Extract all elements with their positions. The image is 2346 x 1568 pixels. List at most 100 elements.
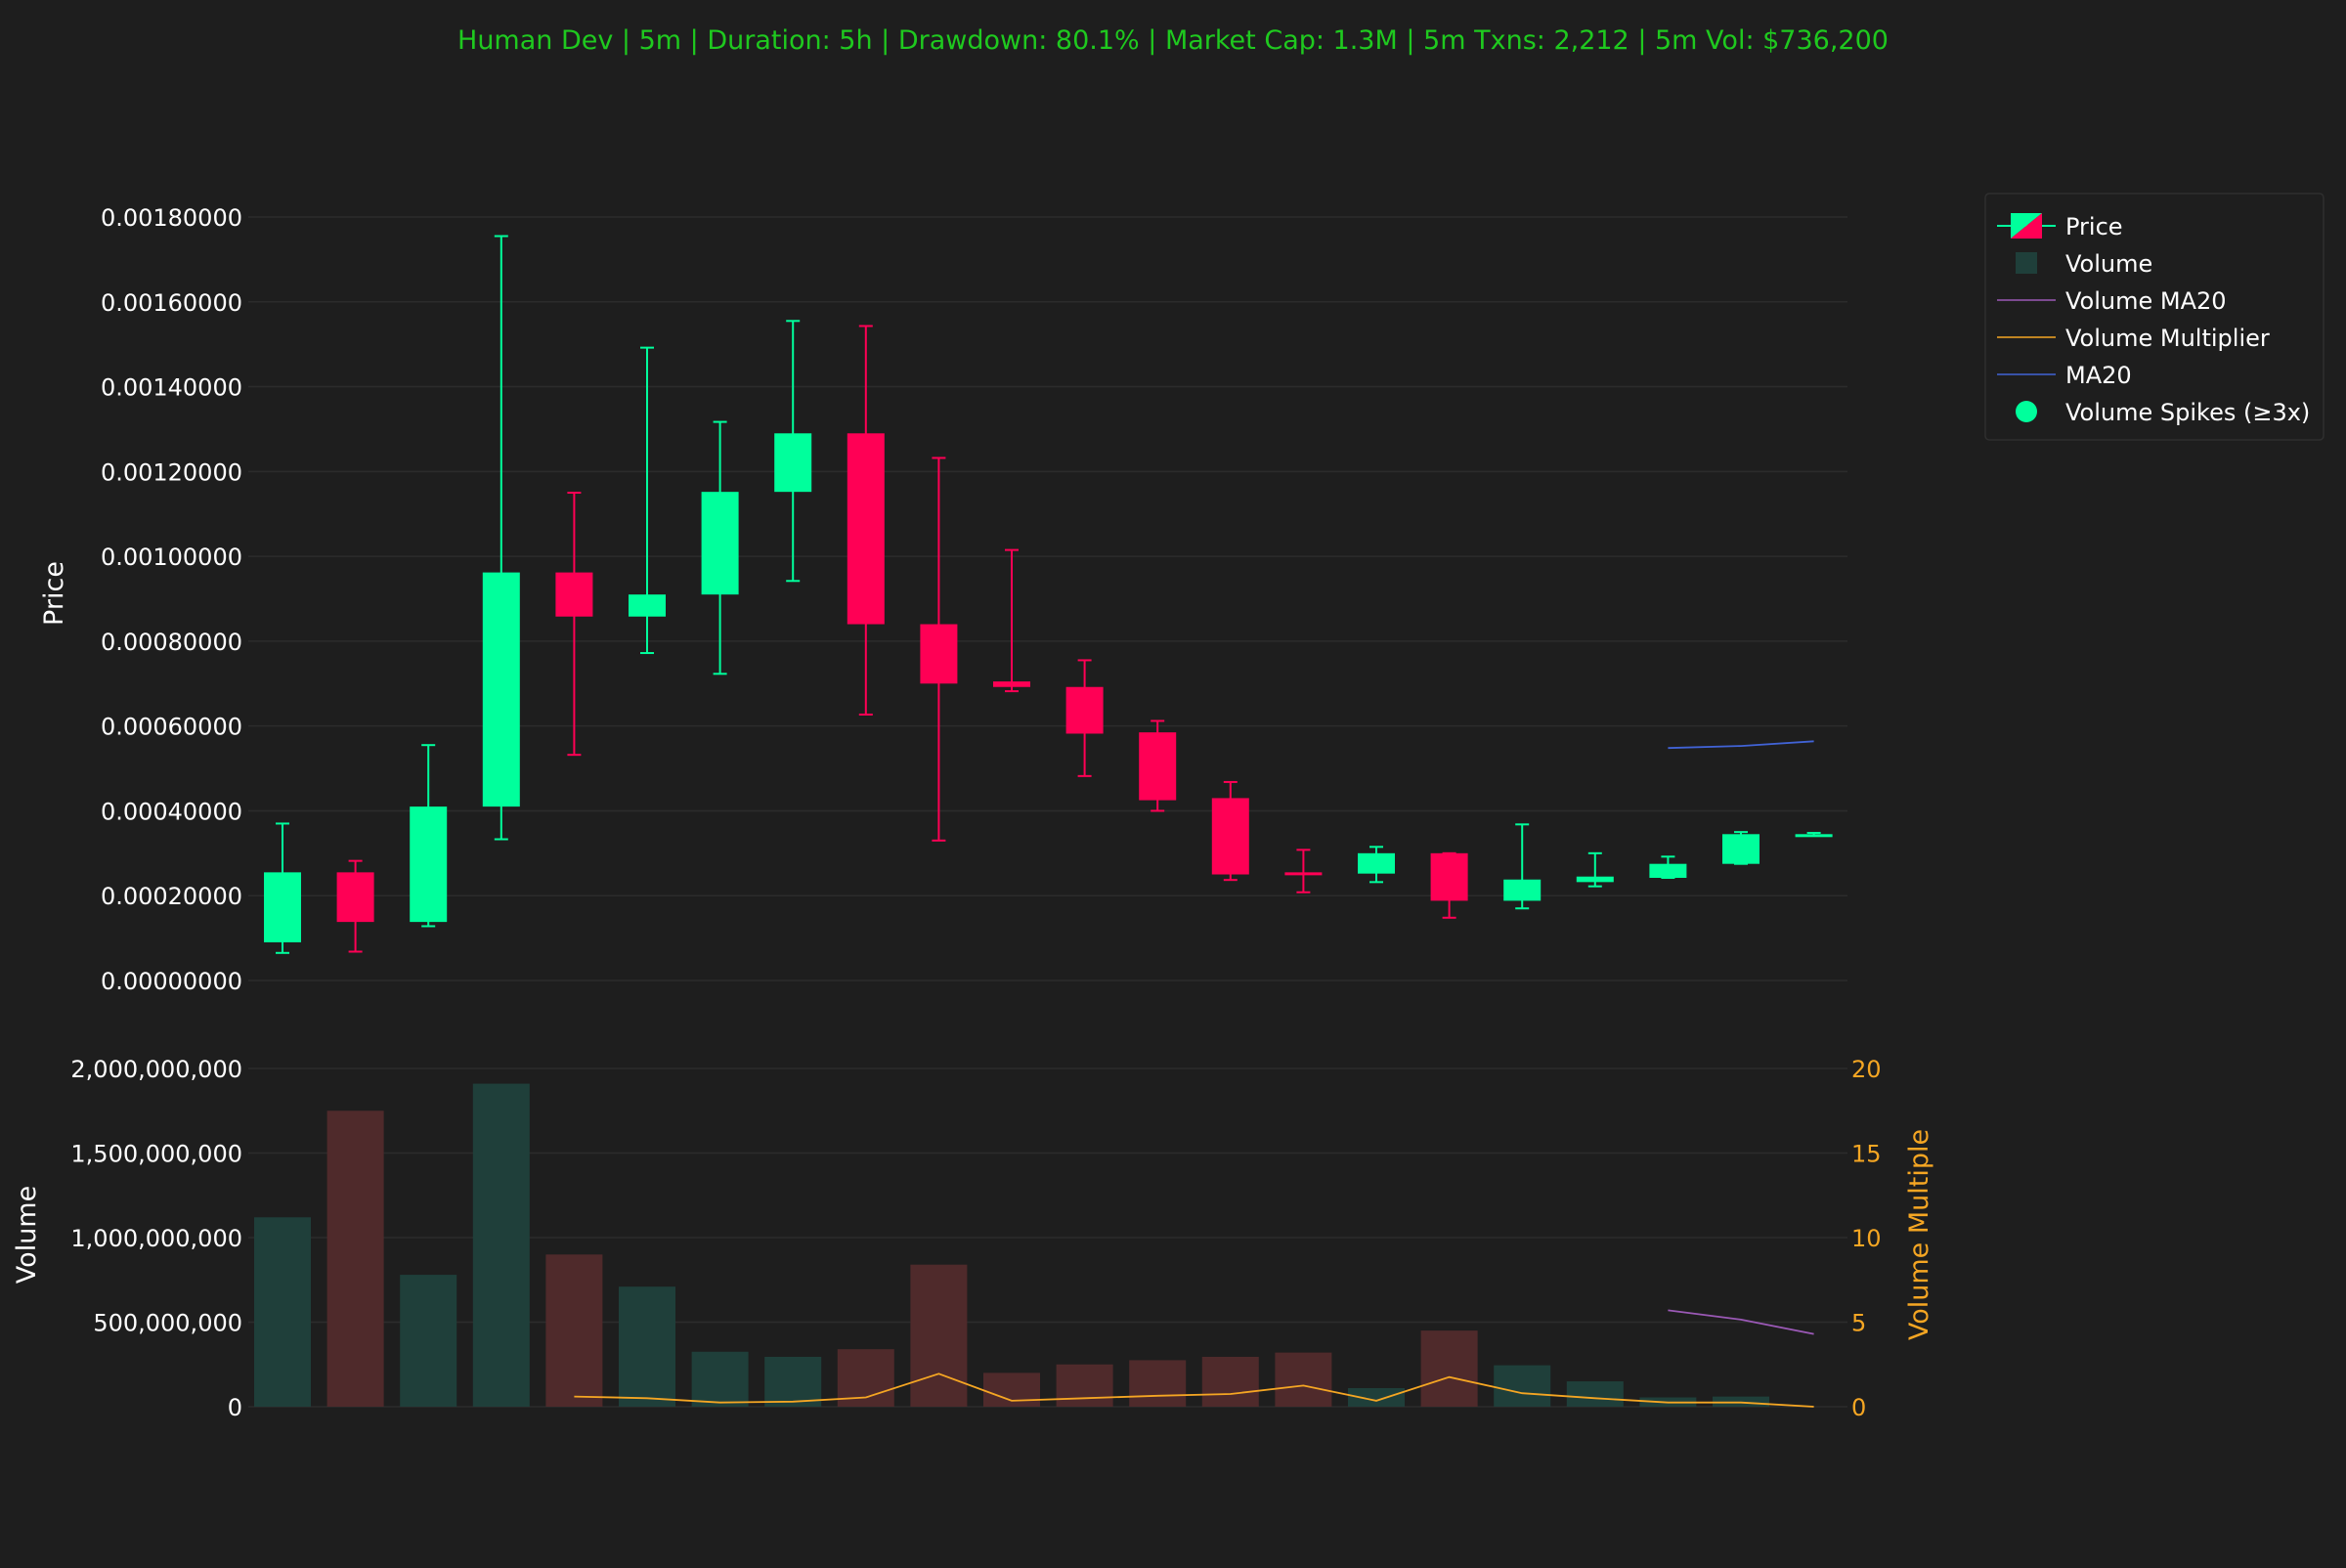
price-tick-label: 0.00100000 [101, 544, 242, 571]
volume-bar [1201, 1356, 1259, 1407]
volume-bar [1494, 1365, 1551, 1407]
candle [1576, 851, 1614, 888]
legend-item-volume: Volume [2016, 250, 2152, 278]
candle [1795, 832, 1833, 838]
candle-body [629, 594, 666, 617]
candle [701, 420, 739, 675]
candle-body [1139, 732, 1177, 801]
legend-label: Volume [2065, 250, 2152, 278]
candle-body [1358, 852, 1395, 874]
legend-item-volume_ma20: Volume MA20 [1997, 287, 2227, 315]
candle [920, 457, 958, 842]
candle-body [1211, 798, 1249, 875]
price-tick-label: 0.00020000 [101, 883, 242, 910]
candle [847, 325, 885, 716]
volume-bar [1129, 1360, 1187, 1407]
price-tick-label: 0.00160000 [101, 289, 242, 317]
volume-tick-label: 0 [228, 1394, 242, 1421]
candle [482, 235, 520, 841]
volume-bar [691, 1351, 749, 1407]
legend: Price Volume Volume MA20 Volume Multiplier M… [1984, 193, 2324, 441]
ma20-line [1668, 740, 1814, 750]
legend-item-price: Price [1997, 213, 2123, 240]
volume-multiple-tick-label: 15 [1851, 1141, 1882, 1168]
candle-body [1065, 686, 1104, 734]
legend-label: Price [2065, 213, 2123, 240]
legend-box [1984, 193, 2324, 441]
volume-bar [764, 1356, 822, 1407]
legend-price-down-swatch [2011, 213, 2042, 239]
volume-multiple-tick-label: 0 [1851, 1394, 1866, 1421]
candle-body [264, 872, 301, 942]
volume-bar [545, 1254, 603, 1407]
candle-body [774, 433, 812, 493]
volume-multiple-tick-label: 10 [1851, 1225, 1882, 1252]
price-tick-label: 0.00140000 [101, 374, 242, 402]
legend-item-volume_multiplier: Volume Multiplier [1997, 325, 2270, 352]
candle-body [993, 681, 1030, 687]
volume-bar [400, 1275, 457, 1407]
volume-bar [619, 1286, 675, 1407]
candle-body [1284, 872, 1323, 876]
volume-tick-label: 2,000,000,000 [70, 1056, 242, 1083]
candle [1722, 831, 1760, 865]
candle-body [920, 624, 958, 684]
candle-body [1503, 879, 1542, 901]
volume-tick-label: 500,000,000 [93, 1310, 242, 1337]
volume-bar [1348, 1387, 1405, 1407]
volume-axis-label: Volume [12, 1186, 42, 1284]
price-tick-labels: 0.00000000 0.00020000 0.00040000 0.00060000… [101, 204, 242, 995]
candle-body [482, 572, 520, 807]
candle [1139, 719, 1177, 812]
volume-bar [983, 1372, 1040, 1407]
volume-multiple-axis-label: Volume Multiple [1904, 1129, 1934, 1340]
volume-bar [326, 1111, 384, 1407]
candle-body [1576, 876, 1614, 883]
volume-bar [1566, 1381, 1624, 1407]
candle-body [847, 433, 885, 625]
candle [774, 320, 812, 583]
candle [629, 346, 666, 655]
candle-body [336, 872, 374, 923]
legend-label: Volume MA20 [2065, 287, 2227, 315]
price-tick-label: 0.00040000 [101, 798, 242, 825]
price-lines [1668, 740, 1814, 750]
volume-bar [1420, 1330, 1478, 1407]
candle [1358, 846, 1395, 884]
volume-multiple-tick-label: 20 [1851, 1056, 1882, 1083]
volume-bar [254, 1217, 311, 1407]
chart-title: Human Dev | 5m | Duration: 5h | Drawdown… [457, 25, 1889, 56]
candle [1430, 851, 1468, 919]
candle [555, 492, 593, 757]
legend-label: Volume Multiplier [2065, 325, 2270, 352]
volume-ma20-line [1668, 1309, 1814, 1335]
candle [1065, 659, 1104, 777]
price-axis-label: Price [39, 561, 69, 626]
volume-bars [254, 1083, 1769, 1407]
volume-bar [472, 1083, 530, 1407]
volume-tick-labels: 0 500,000,000 1,000,000,000 1,500,000,000 2,… [70, 1056, 242, 1421]
price-tick-label: 0.00060000 [101, 714, 242, 741]
price-tick-label: 0.00120000 [101, 458, 242, 486]
candle [336, 859, 374, 953]
volume-tick-label: 1,500,000,000 [70, 1141, 242, 1168]
legend-item-spikes: Volume Spikes (≥3x) [2016, 399, 2310, 426]
legend-spike-marker [2016, 401, 2037, 422]
volume-multiple-tick-label: 5 [1851, 1310, 1866, 1337]
volume-bar [910, 1264, 968, 1407]
legend-label: Volume Spikes (≥3x) [2065, 399, 2310, 426]
candle-body [1795, 834, 1833, 838]
candle [1503, 823, 1542, 910]
candle [1284, 849, 1323, 893]
candle [1211, 780, 1249, 882]
price-grid [248, 216, 1847, 981]
candle-body [1722, 834, 1760, 864]
legend-label: MA20 [2065, 362, 2132, 389]
candle [410, 744, 448, 928]
price-tick-label: 0.00180000 [101, 204, 242, 232]
candle [264, 822, 301, 954]
legend-item-ma20: MA20 [1997, 362, 2132, 389]
legend-volume-swatch [2016, 252, 2037, 274]
